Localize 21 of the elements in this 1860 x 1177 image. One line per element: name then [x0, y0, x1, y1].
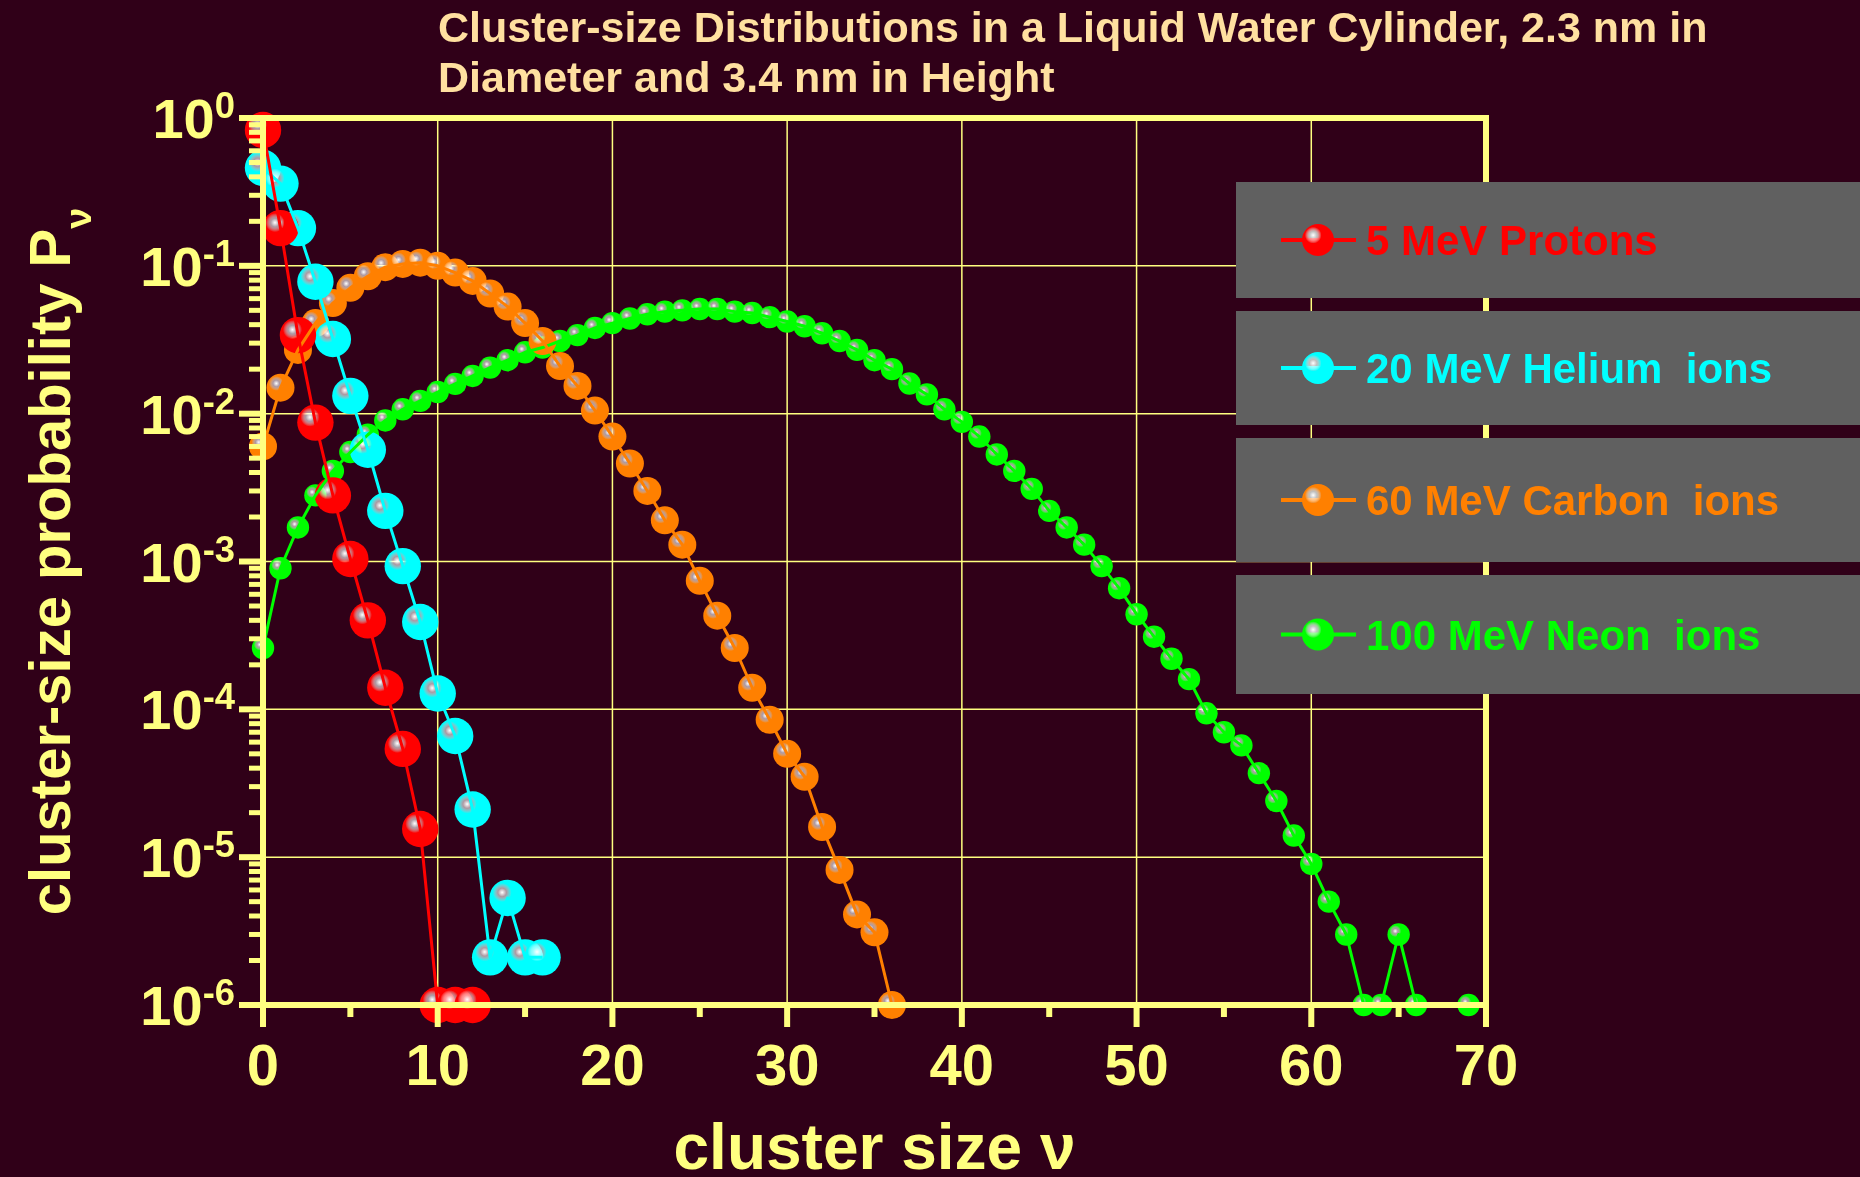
y-tick-label: 10$^{-6}$ [140, 971, 235, 1037]
x-tick-label: 70 [1453, 1032, 1519, 1097]
y-tick-label: 10$^{0}$ [152, 84, 235, 150]
x-tick-label: 20 [580, 1032, 645, 1097]
y-tick-label: 10$^{-1}$ [140, 232, 235, 298]
x-axis-title: cluster size ν [673, 1111, 1076, 1177]
legend-label: 100 MeV Neon ions [1366, 611, 1761, 659]
x-tick-label: 50 [1104, 1032, 1169, 1097]
legend-label: 60 MeV Carbon ions [1366, 477, 1780, 524]
x-tick-label: 0 [246, 1032, 280, 1097]
x-tick-label: 60 [1279, 1032, 1344, 1097]
legend-label: 20 MeV Helium ions [1366, 345, 1773, 392]
x-tick-label: 40 [929, 1032, 995, 1097]
y-tick-label: 10$^{-4}$ [140, 675, 236, 742]
y-tick-label: 10$^{-5}$ [140, 823, 235, 890]
y-tick-label: 10$^{-2}$ [140, 380, 235, 446]
y-tick-label: 10$^{-3}$ [140, 528, 235, 594]
chart-title: Cluster-size Distributions in a Liquid Water Cylinder, 2.3 nm in Diameter and 3.4 nm in Height [438, 3, 1708, 101]
x-tick-label: 30 [754, 1032, 820, 1097]
x-tick-label: 10 [405, 1032, 470, 1097]
legend-label: 5 MeV Protons [1366, 217, 1658, 264]
